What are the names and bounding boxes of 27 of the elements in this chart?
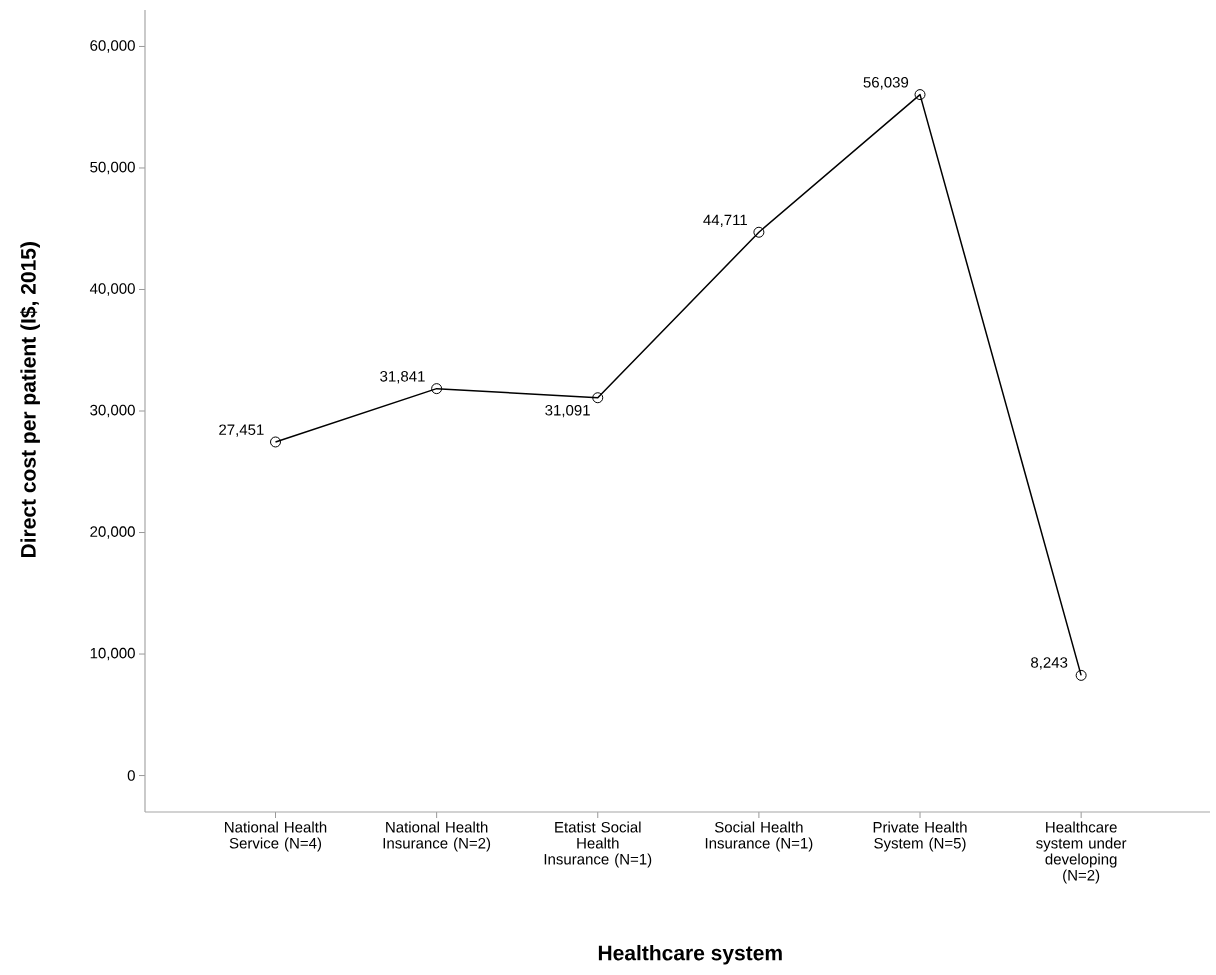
y-tick-label: 50,000 (90, 161, 135, 175)
y-tick-label: 20,000 (90, 526, 135, 539)
y-tick-label: 60,000 (90, 40, 135, 53)
data-label: 27,451 (219, 424, 264, 437)
data-label: 44,711 (703, 214, 747, 228)
point (914, 89, 926, 101)
point (431, 383, 443, 395)
data-label: 31,841 (380, 371, 425, 384)
point (753, 226, 765, 238)
x-tick-label: Private Health System (N=5) (873, 821, 967, 852)
y-tick-label: 0 (127, 770, 135, 781)
x-tick-label: Healthcare system under developing (N=2) (1036, 821, 1127, 884)
y-tick-label: 40,000 (89, 283, 135, 296)
x-tick-label: Etatist Social Health Insurance (N=1) (544, 821, 652, 868)
x-tick-label: National Health Insurance (N=2) (383, 821, 491, 852)
data-label: 56,039 (863, 77, 909, 90)
y-tick-label: 10,000 (90, 647, 135, 661)
point (270, 436, 282, 448)
y-tick-label: 30,000 (90, 404, 135, 418)
x-axis-title: Healthcare system (598, 944, 782, 965)
data-label: 31,091 (545, 404, 590, 418)
data-label: 8,243 (1031, 657, 1068, 670)
point (592, 392, 604, 404)
y-axis-title: Direct cost per patient (I$, 2015) (19, 242, 40, 558)
point (1075, 669, 1087, 681)
x-tick-label: National Health Service (N=4) (225, 821, 327, 852)
x-tick-label: Social Health Insurance (N=1) (705, 821, 813, 852)
